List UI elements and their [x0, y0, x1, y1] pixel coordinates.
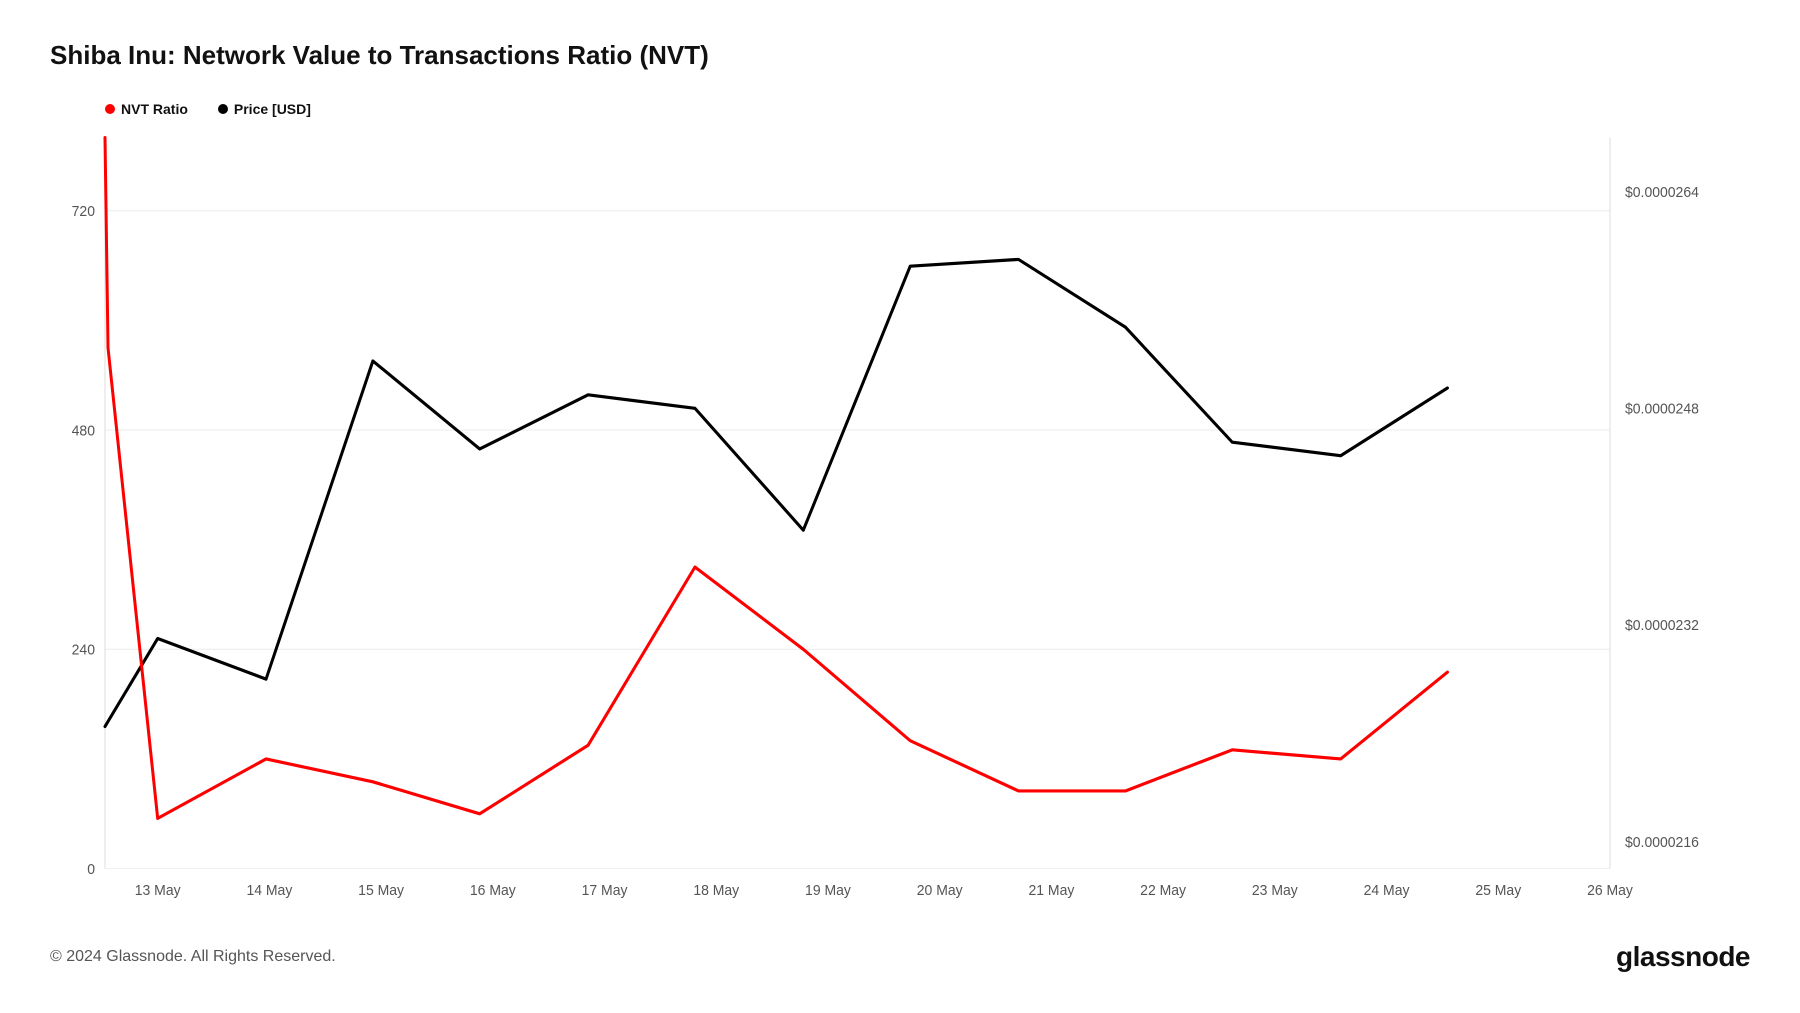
- chart-title: Shiba Inu: Network Value to Transactions…: [50, 40, 1750, 71]
- svg-text:$0.0000248: $0.0000248: [1625, 401, 1699, 417]
- svg-text:19 May: 19 May: [805, 883, 852, 899]
- line-chart: 0 240 480 720 $0.0000216 $0.0000232 $0.0000248…: [50, 127, 1750, 911]
- svg-text:480: 480: [72, 423, 95, 439]
- svg-text:15 May: 15 May: [358, 883, 405, 899]
- chart-area: 0 240 480 720 $0.0000216 $0.0000232 $0.0000248…: [50, 127, 1750, 911]
- svg-text:21 May: 21 May: [1028, 883, 1075, 899]
- svg-text:14 May: 14 May: [246, 883, 293, 899]
- svg-text:13 May: 13 May: [135, 883, 182, 899]
- svg-text:$0.0000264: $0.0000264: [1625, 185, 1699, 201]
- svg-text:720: 720: [72, 204, 95, 220]
- legend-label-nvt: NVT Ratio: [121, 101, 188, 117]
- svg-text:18 May: 18 May: [693, 883, 740, 899]
- svg-text:17 May: 17 May: [582, 883, 629, 899]
- svg-text:23 May: 23 May: [1252, 883, 1299, 899]
- footer: © 2024 Glassnode. All Rights Reserved. g…: [50, 941, 1750, 973]
- svg-text:0: 0: [87, 862, 95, 878]
- svg-text:26 May: 26 May: [1587, 883, 1634, 899]
- svg-text:25 May: 25 May: [1475, 883, 1522, 899]
- legend-label-price: Price [USD]: [234, 101, 311, 117]
- svg-text:16 May: 16 May: [470, 883, 517, 899]
- svg-text:240: 240: [72, 642, 95, 658]
- legend: NVT Ratio Price [USD]: [105, 101, 1750, 117]
- legend-dot-icon: [218, 104, 228, 114]
- legend-item-nvt: NVT Ratio: [105, 101, 188, 117]
- svg-text:22 May: 22 May: [1140, 883, 1187, 899]
- svg-text:24 May: 24 May: [1364, 883, 1411, 899]
- svg-text:$0.0000232: $0.0000232: [1625, 618, 1699, 634]
- svg-text:20 May: 20 May: [917, 883, 964, 899]
- legend-dot-icon: [105, 104, 115, 114]
- copyright-text: © 2024 Glassnode. All Rights Reserved.: [50, 948, 336, 966]
- legend-item-price: Price [USD]: [218, 101, 311, 117]
- brand-logo: glassnode: [1616, 941, 1750, 973]
- svg-text:$0.0000216: $0.0000216: [1625, 835, 1699, 851]
